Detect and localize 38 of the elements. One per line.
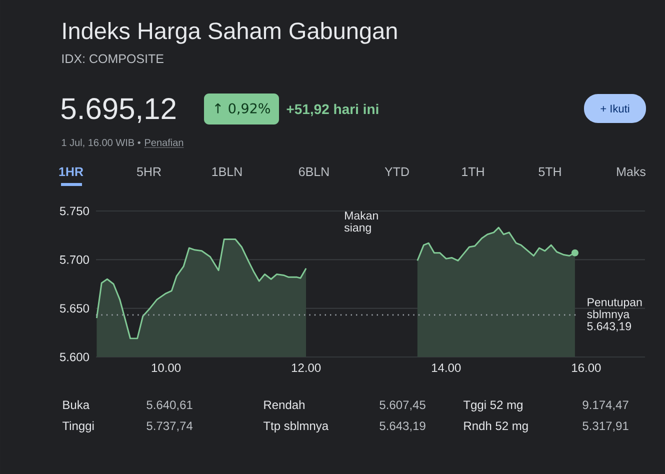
text: Rndh 52 mg	[464, 421, 528, 432]
text: 6BLN	[298, 167, 329, 176]
chart-title: Indeks Harga Saham Gabungan	[63, 22, 397, 44]
ref-line-label: Penutupan sblmnya 5.643,19	[587, 298, 642, 332]
text: Tggi 52 mg	[463, 400, 522, 412]
text: 5.737,74	[146, 422, 193, 432]
text: Penafian	[145, 138, 184, 146]
text: 5TH	[538, 167, 561, 176]
chart-subtitle: IDX: COMPOSITE	[62, 54, 164, 64]
text: 1TH	[462, 167, 484, 176]
text: + Ikuti	[600, 104, 630, 113]
text: 1BLN	[212, 167, 242, 176]
text: 5.640,61	[146, 400, 192, 411]
text: 1HR	[59, 167, 84, 176]
text: Buka	[63, 400, 90, 410]
text: +51,92 hari ini	[286, 104, 378, 116]
x-tick-label: 16.00	[572, 364, 601, 372]
y-tick-label: 5.600	[60, 352, 90, 362]
text: 5.317,91	[582, 422, 628, 432]
text: 5.607,45	[380, 400, 426, 411]
text: 5.643,19	[380, 422, 426, 432]
y-tick-label: 5.650	[60, 304, 90, 313]
text: YTD	[384, 167, 409, 176]
text: ↑ 0,92%	[215, 103, 270, 115]
x-tick-label: 14.00	[432, 364, 461, 372]
text: Tinggi	[62, 421, 94, 432]
annotation: Makan siang	[344, 211, 378, 234]
text: 1 Jul, 16.00 WIB •	[62, 138, 140, 148]
x-tick-label: 12.00	[292, 364, 321, 372]
text: Maks	[617, 166, 646, 176]
text: 5HR	[137, 167, 161, 176]
y-tick-label: 5.700	[60, 255, 90, 264]
text: 5.695,12	[61, 98, 176, 123]
text: 9.174,47	[582, 400, 628, 411]
text: Ttp sblmnya	[263, 421, 329, 432]
y-tick-label: 5.750	[60, 206, 90, 216]
text: Rendah	[264, 400, 304, 410]
x-tick-label: 10.00	[152, 364, 181, 372]
